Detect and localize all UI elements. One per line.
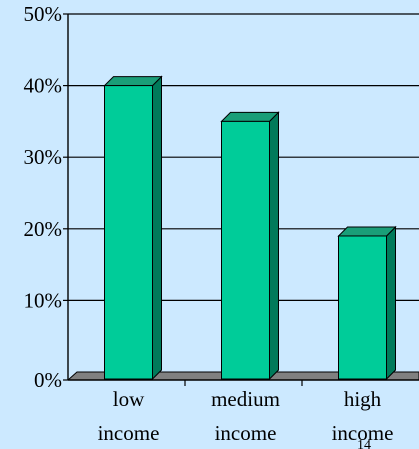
y-tick-label-0: 0% [34,368,62,392]
y-tick-label-1: 10% [24,288,63,312]
x-category-label-2-line-0: high [344,387,382,411]
y-tick-label-4: 40% [24,74,63,98]
x-category-label-1-line-1: income [215,421,277,445]
x-category-label-1-line-0: medium [211,387,280,411]
bar-front-2 [338,235,387,380]
y-tick-label-2: 20% [24,217,63,241]
x-category-label-0-line-0: low [113,387,145,411]
bar-0 [103,75,163,381]
bar-top-2 [337,226,397,237]
bar-1 [220,111,280,381]
bar-side-2 [386,225,396,381]
y-tick-label-3: 30% [24,145,63,169]
bar-top-1 [220,111,280,122]
bar-2 [337,225,397,381]
bar-side-0 [152,75,162,381]
x-category-label-2-line-1: income [332,421,394,445]
page-number: 14 [357,438,371,449]
x-category-label-0-line-1: income [98,421,160,445]
bar-top-0 [103,76,163,87]
y-tick-label-5: 50% [24,2,63,26]
bar-front-0 [104,85,153,380]
bar-front-1 [221,120,270,380]
bar-side-1 [269,111,279,381]
